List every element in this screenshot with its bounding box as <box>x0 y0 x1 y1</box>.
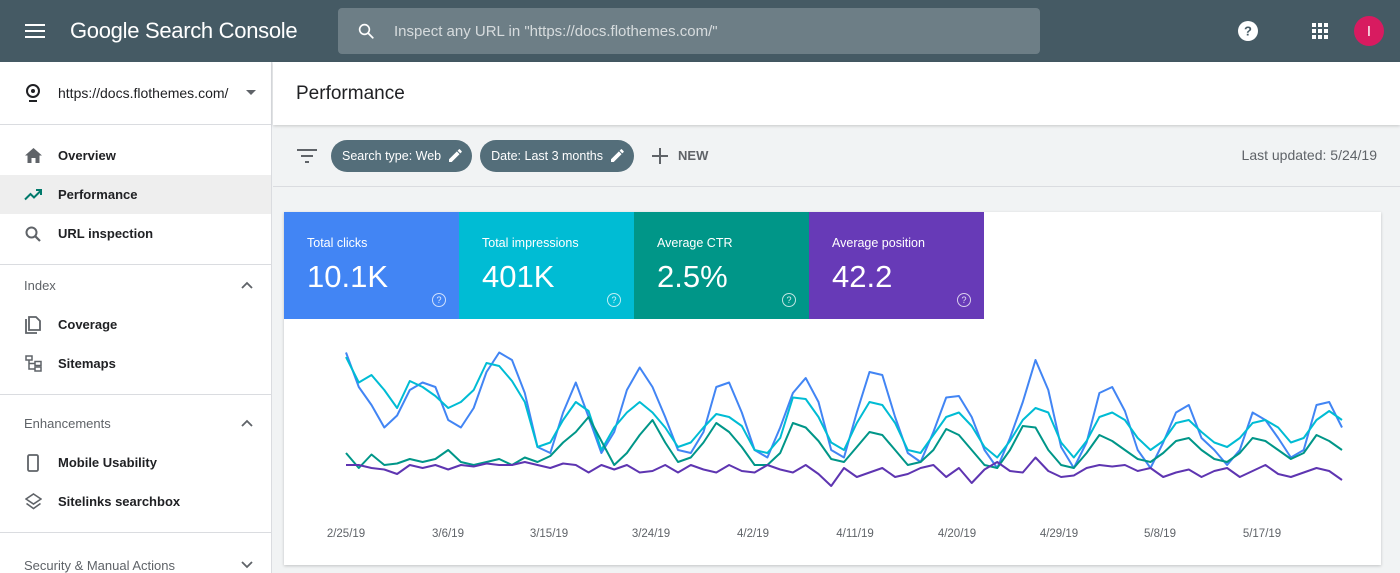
search-icon <box>24 225 42 243</box>
series-line-total-impressions[interactable] <box>345 356 1343 459</box>
section-header-index[interactable]: Index <box>0 265 271 305</box>
sidebar-item-label: Sitelinks searchbox <box>58 494 181 509</box>
sitemap-icon <box>24 355 42 373</box>
page-title: Performance <box>296 82 405 104</box>
metric-label: Average position <box>832 236 925 250</box>
metric-label: Total impressions <box>482 236 579 250</box>
metric-value: 2.5% <box>657 259 728 294</box>
help-circle-icon[interactable]: ? <box>782 293 796 307</box>
x-tick-label: 4/20/19 <box>938 528 976 540</box>
filter-bar: Search type: Web Date: Last 3 months NEW… <box>273 125 1400 187</box>
metric-label: Average CTR <box>657 236 733 250</box>
last-updated-text: Last updated: 5/24/19 <box>1241 147 1377 163</box>
page-header: Performance <box>273 62 1400 125</box>
metric-tiles: Total clicks 10.1K? Total impressions 401K?… <box>284 212 1381 319</box>
apps-grid-icon <box>1312 23 1328 39</box>
x-tick-label: 5/8/19 <box>1144 528 1176 540</box>
new-filter-button[interactable]: NEW <box>652 147 709 164</box>
layers-icon <box>24 493 42 511</box>
help-button[interactable]: ? <box>1224 7 1272 55</box>
x-tick-label: 3/15/19 <box>530 528 568 540</box>
help-circle-icon[interactable]: ? <box>607 293 621 307</box>
property-url: https://docs.flothemes.com/ <box>58 85 229 101</box>
search-input[interactable] <box>394 22 1014 40</box>
x-tick-label: 3/6/19 <box>432 528 464 540</box>
property-icon <box>26 84 40 102</box>
chip-label: Search type: Web <box>342 148 442 163</box>
sidebar-item-mobile-usability[interactable]: Mobile Usability <box>0 443 271 482</box>
index-nav: Index Coverage Sitemaps <box>0 265 271 395</box>
sidebar-item-url-inspection[interactable]: URL inspection <box>0 214 271 253</box>
help-icon: ? <box>1238 21 1258 41</box>
edit-pencil-icon <box>611 149 624 162</box>
sidebar-item-label: Sitemaps <box>58 356 116 371</box>
section-heading: Enhancements <box>24 415 111 431</box>
metric-tile-average-ctr[interactable]: Average CTR 2.5%? <box>634 212 809 319</box>
x-tick-label: 2/25/19 <box>327 528 365 540</box>
help-circle-icon[interactable]: ? <box>957 293 971 307</box>
property-selector[interactable]: https://docs.flothemes.com/ <box>0 62 271 125</box>
series-line-total-clicks[interactable] <box>345 351 1343 469</box>
x-tick-label: 4/2/19 <box>737 528 769 540</box>
trending-up-icon <box>24 186 42 204</box>
sidebar-item-label: URL inspection <box>58 226 154 241</box>
edit-pencil-icon <box>449 149 462 162</box>
smartphone-icon <box>24 453 42 472</box>
x-tick-label: 4/29/19 <box>1040 528 1078 540</box>
main-content: Performance Search type: Web Date: Last … <box>273 62 1400 573</box>
enhancements-nav: Enhancements Mobile Usability Sitelinks … <box>0 395 271 533</box>
performance-card: Total clicks 10.1K? Total impressions 401K?… <box>284 212 1381 565</box>
metric-tile-total-impressions[interactable]: Total impressions 401K? <box>459 212 634 319</box>
chevron-down-icon <box>241 561 253 569</box>
performance-line-chart: 2/25/19 3/6/19 3/15/19 3/24/19 4/2/19 4/11/19… <box>327 351 1343 540</box>
x-tick-label: 3/24/19 <box>632 528 670 540</box>
dropdown-arrow-icon <box>246 90 256 95</box>
top-app-bar: Google Search Console ? I <box>0 0 1400 62</box>
brand-title[interactable]: Google Search Console <box>70 18 298 43</box>
sidebar-item-performance[interactable]: Performance <box>0 175 271 214</box>
url-inspect-search[interactable] <box>338 8 1040 54</box>
sidebar-item-label: Mobile Usability <box>58 455 157 470</box>
search-icon <box>338 22 394 40</box>
sidebar-item-label: Overview <box>58 148 116 163</box>
section-header-security[interactable]: Security & Manual Actions <box>0 545 271 573</box>
sidebar-item-label: Performance <box>58 187 138 202</box>
series-line-average-position[interactable] <box>346 456 1343 487</box>
sidebar: https://docs.flothemes.com/ Overview Per… <box>0 62 272 573</box>
metric-value: 401K <box>482 259 555 294</box>
x-tick-label: 4/11/19 <box>836 528 874 540</box>
apps-button[interactable] <box>1296 7 1344 55</box>
x-tick-label: 5/17/19 <box>1243 528 1281 540</box>
metric-label: Total clicks <box>307 236 368 250</box>
sidebar-item-overview[interactable]: Overview <box>0 136 271 175</box>
new-filter-label: NEW <box>678 148 709 163</box>
svg-text:?: ? <box>1244 24 1252 39</box>
metric-value: 10.1K <box>307 259 389 294</box>
account-avatar[interactable]: I <box>1354 16 1384 46</box>
sidebar-item-coverage[interactable]: Coverage <box>0 305 271 344</box>
section-heading: Security & Manual Actions <box>24 557 176 573</box>
section-heading: Index <box>24 277 56 293</box>
file-copy-icon <box>24 315 42 334</box>
date-range-chip[interactable]: Date: Last 3 months <box>480 139 635 172</box>
chevron-up-icon <box>241 419 253 427</box>
sidebar-item-sitemaps[interactable]: Sitemaps <box>0 344 271 383</box>
metric-tile-average-position[interactable]: Average position 42.2? <box>809 212 984 319</box>
sidebar-item-label: Coverage <box>58 317 118 332</box>
help-circle-icon[interactable]: ? <box>432 293 446 307</box>
chip-label: Date: Last 3 months <box>491 148 604 163</box>
hamburger-icon <box>25 24 45 38</box>
section-header-enhancements[interactable]: Enhancements <box>0 403 271 443</box>
filter-icon[interactable] <box>297 148 317 163</box>
search-type-chip[interactable]: Search type: Web <box>331 139 473 172</box>
menu-button[interactable] <box>0 0 70 62</box>
metric-value: 42.2 <box>832 259 893 294</box>
chevron-up-icon <box>241 281 253 289</box>
plus-icon <box>652 147 669 164</box>
sidebar-item-sitelinks-searchbox[interactable]: Sitelinks searchbox <box>0 482 271 521</box>
metric-tile-total-clicks[interactable]: Total clicks 10.1K? <box>284 212 459 319</box>
primary-nav: Overview Performance URL inspection <box>0 125 271 265</box>
home-icon <box>24 147 42 165</box>
